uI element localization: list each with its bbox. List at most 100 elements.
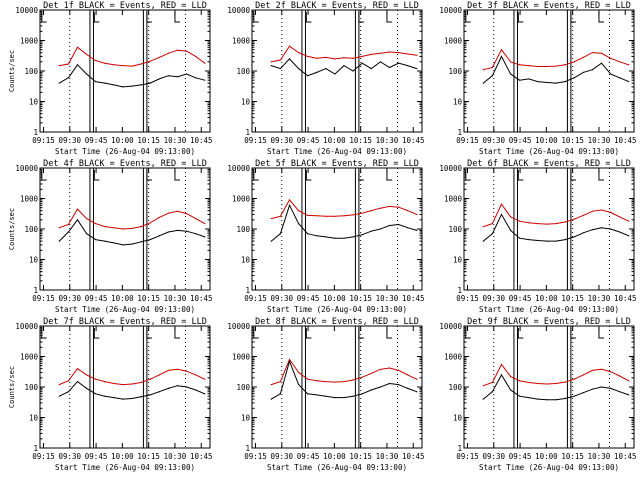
y-tick-label: 10 — [241, 414, 251, 423]
y-tick-label: 10000 — [227, 164, 250, 173]
events-point — [582, 71, 584, 73]
bracket-marker — [253, 328, 259, 339]
x-tick-label: 10:15 — [561, 136, 584, 145]
events-point — [131, 397, 133, 400]
lld-point — [67, 223, 69, 226]
lld-point — [297, 210, 300, 212]
lld-point — [500, 203, 503, 205]
events-point — [149, 238, 151, 241]
events-point — [279, 67, 281, 70]
events-point — [564, 80, 566, 83]
y-tick-label: 10 — [453, 256, 463, 265]
events-point — [564, 238, 566, 241]
lld-point — [397, 206, 400, 208]
x-tick-label: 10:15 — [349, 294, 372, 303]
x-tick-label: 09:45 — [85, 294, 108, 303]
events-point — [113, 242, 115, 244]
events-point — [67, 77, 69, 79]
bracket-marker — [146, 170, 152, 181]
panel-title: Det 3f BLACK = Events, RED = LLD — [467, 1, 631, 11]
y-tick-label: 10000 — [15, 164, 38, 173]
x-tick-label: 10:45 — [190, 294, 213, 303]
lld-point — [158, 374, 160, 376]
events-point — [104, 395, 106, 397]
x-tick-label: 10:45 — [402, 136, 425, 145]
bracket-marker — [41, 12, 47, 23]
events-point — [204, 393, 206, 395]
lld-point — [113, 382, 115, 385]
lld-point — [416, 213, 418, 216]
lld-point — [149, 378, 151, 380]
bracket-marker — [386, 328, 392, 339]
x-tick-label: 10:30 — [164, 294, 187, 303]
lld-point — [352, 214, 354, 216]
events-point — [407, 65, 409, 67]
bracket-marker — [174, 12, 180, 23]
x-tick-label: 09:30 — [483, 294, 506, 303]
events-point — [288, 58, 291, 60]
lld-point — [600, 52, 603, 54]
events-point — [270, 398, 272, 400]
lld-point — [85, 53, 88, 56]
x-tick-label: 10:00 — [323, 136, 346, 145]
bracket-marker — [570, 328, 576, 339]
events-point — [546, 240, 548, 242]
lld-point — [185, 50, 188, 52]
lld-point — [546, 223, 548, 225]
x-axis-label: Start Time (26-Aug-04 09:13:00) — [267, 147, 407, 156]
lld-point — [167, 212, 169, 214]
events-point — [600, 386, 603, 388]
lld-point — [176, 49, 179, 51]
lld-point — [270, 217, 272, 220]
y-tick-label: 100 — [24, 383, 38, 392]
events-point — [158, 235, 160, 237]
events-point — [131, 243, 133, 245]
y-tick-label: 1000 — [232, 37, 251, 46]
events-point — [416, 229, 418, 231]
lld-point — [334, 381, 336, 383]
lld-point — [325, 215, 327, 217]
lld-point — [628, 380, 630, 382]
lld-point — [582, 374, 584, 376]
lld-point — [591, 369, 593, 372]
lld-point — [204, 223, 206, 225]
lld-point — [67, 380, 69, 382]
y-tick-label: 10000 — [227, 6, 250, 15]
lld-point — [288, 199, 291, 201]
x-tick-label: 10:15 — [137, 294, 160, 303]
lld-point — [343, 381, 345, 383]
x-tick-label: 09:15 — [32, 136, 55, 145]
events-point — [619, 77, 621, 79]
lld-point — [407, 374, 409, 376]
events-point — [95, 393, 97, 395]
bracket-marker — [93, 328, 100, 339]
x-tick-label: 10:30 — [376, 452, 399, 461]
events-point — [591, 69, 593, 71]
events-point — [573, 236, 575, 238]
events-point — [158, 78, 160, 80]
events-point — [195, 77, 197, 79]
lld-point — [149, 60, 151, 62]
lld-point — [307, 214, 309, 216]
panel-title: Det 1f BLACK = Events, RED = LLD — [43, 1, 207, 11]
events-point — [104, 82, 106, 84]
events-point — [122, 398, 124, 400]
events-point — [591, 229, 593, 231]
events-point — [270, 240, 272, 242]
lld-point — [352, 379, 354, 381]
lld-point — [397, 52, 400, 54]
bracket-marker — [305, 12, 312, 23]
events-point — [500, 213, 503, 216]
lld-point — [195, 217, 197, 220]
y-tick-label: 10 — [453, 414, 463, 423]
x-tick-label: 09:15 — [456, 294, 479, 303]
y-tick-label: 10 — [29, 414, 39, 423]
x-tick-label: 09:45 — [509, 294, 532, 303]
y-tick-label: 100 — [448, 383, 462, 392]
x-tick-label: 09:30 — [483, 452, 506, 461]
lld-point — [279, 215, 281, 217]
y-tick-label: 10 — [241, 98, 251, 107]
lld-point — [279, 381, 281, 383]
lld-point — [131, 383, 133, 385]
x-tick-label: 10:00 — [535, 136, 558, 145]
